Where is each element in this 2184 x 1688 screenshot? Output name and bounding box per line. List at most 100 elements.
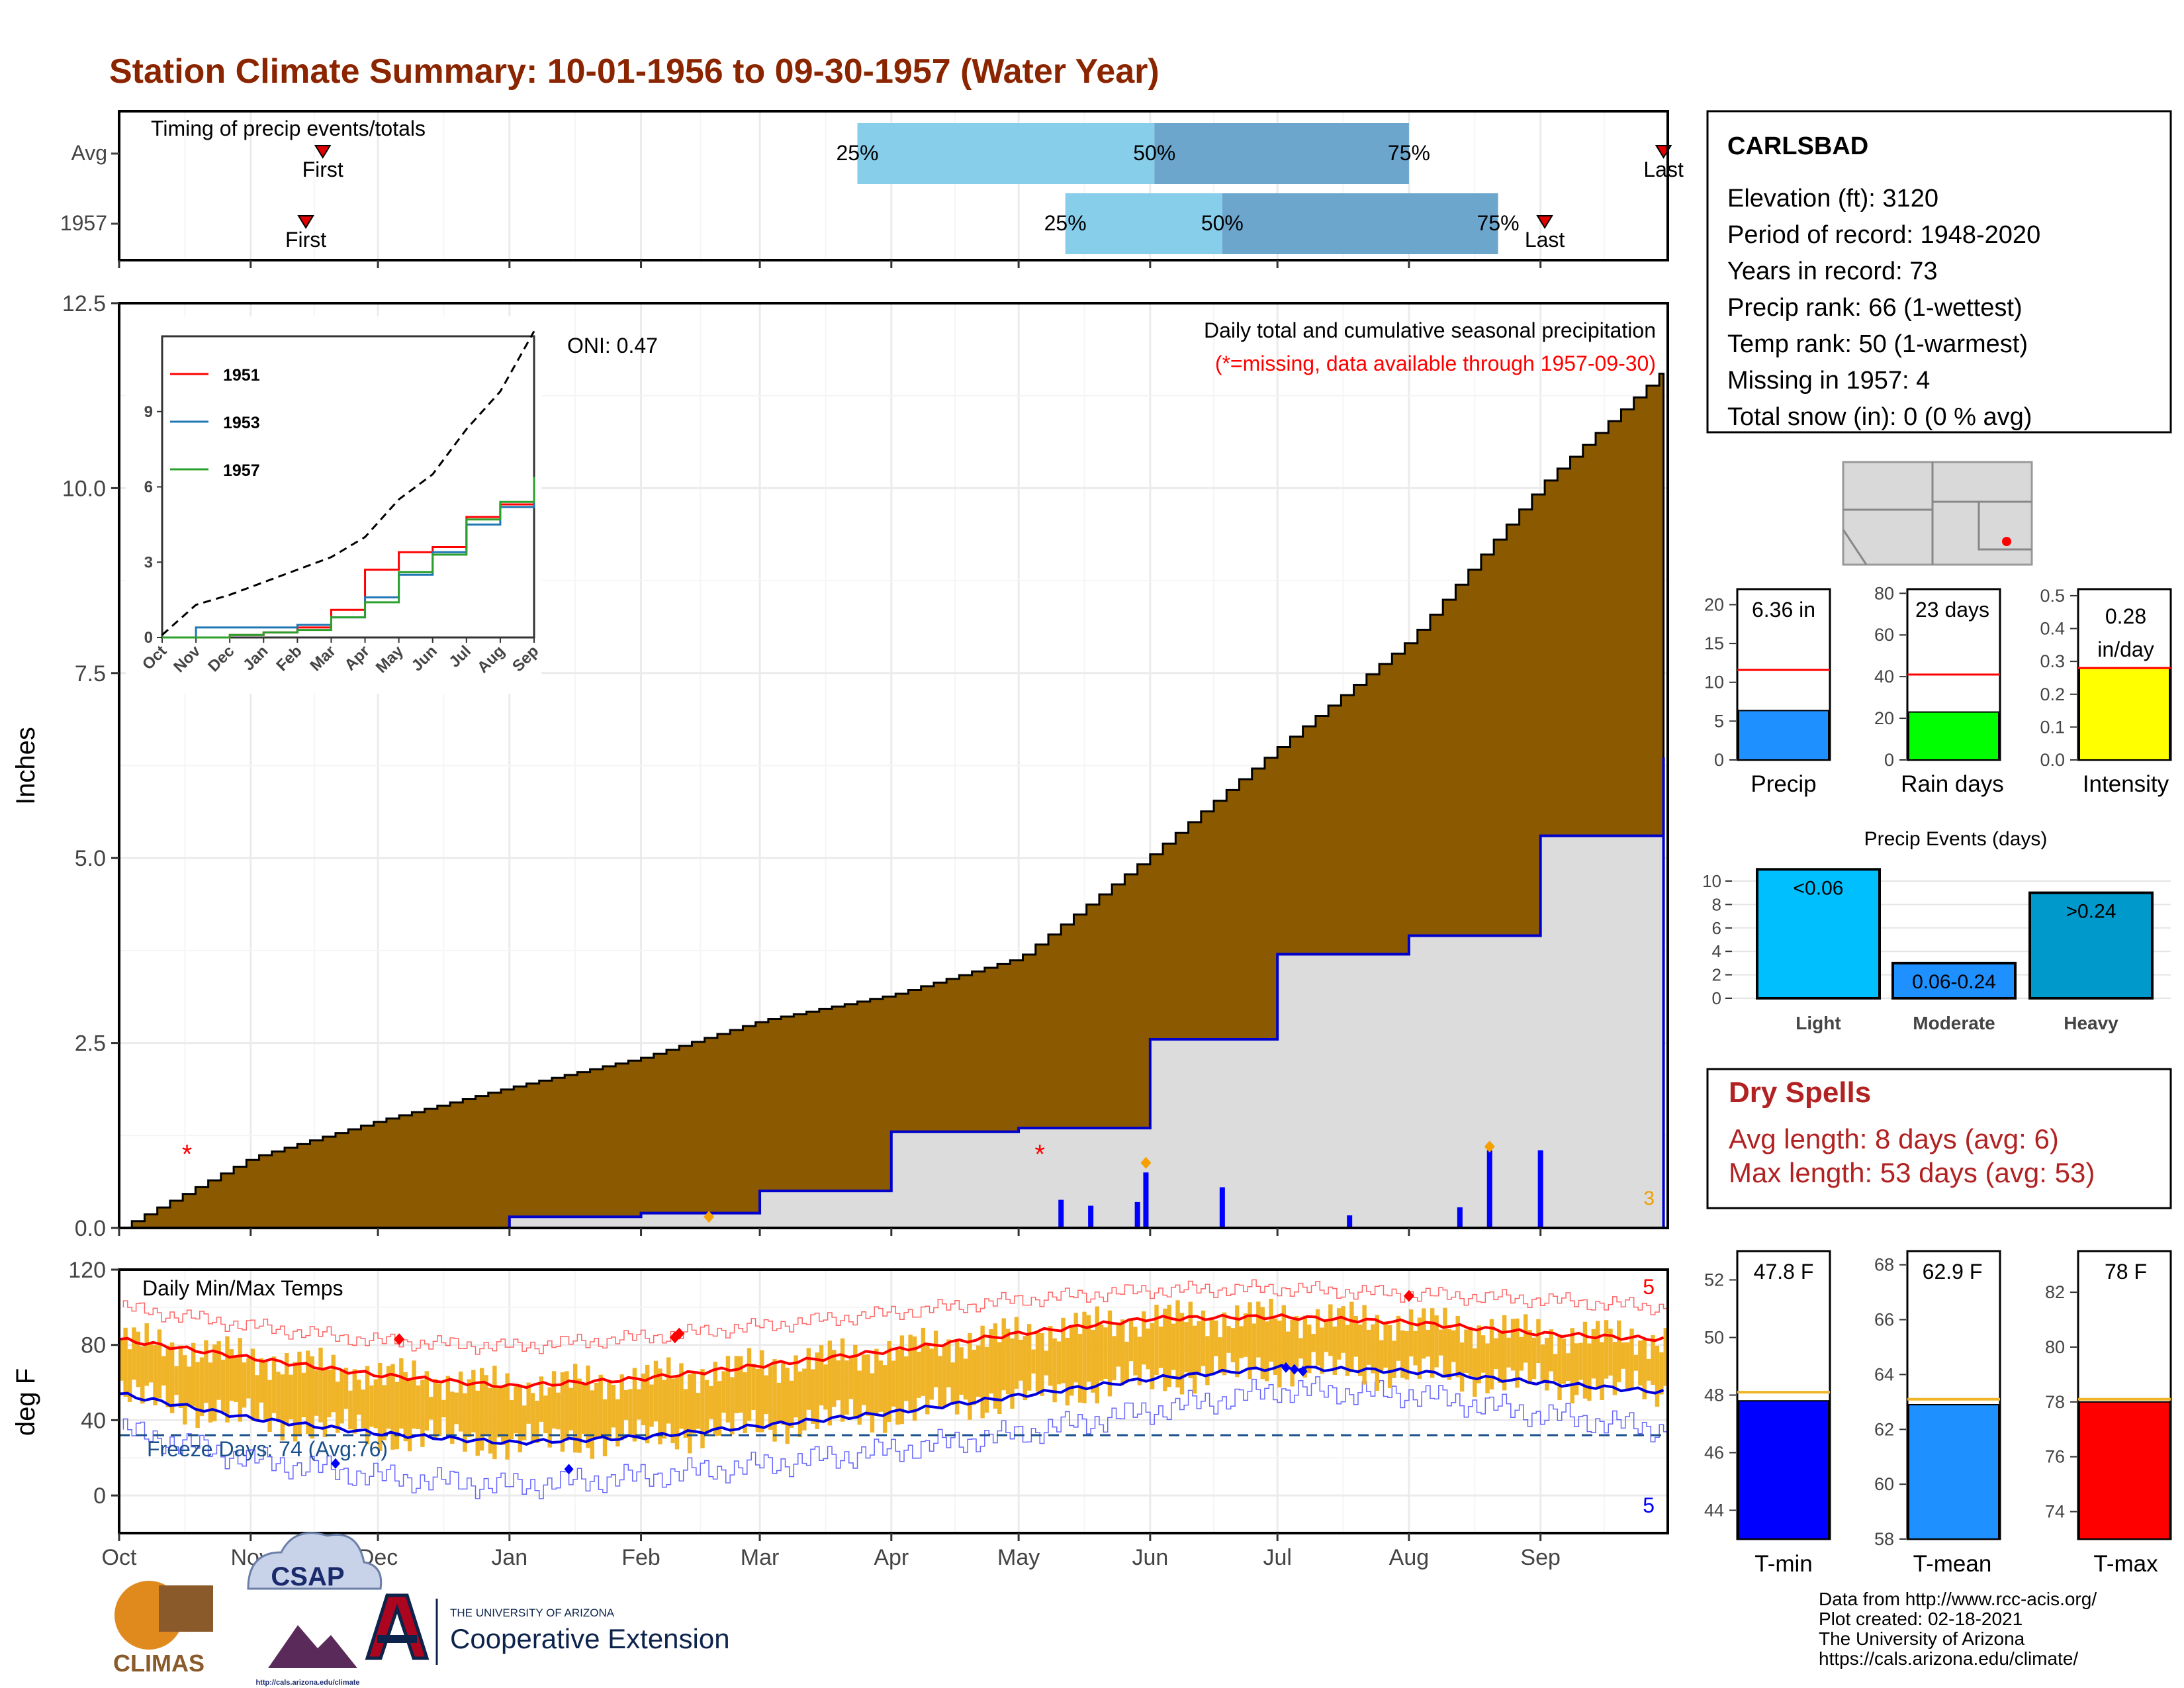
daily-temp-bar	[954, 1340, 960, 1415]
daily-precip-bar	[1486, 1150, 1492, 1228]
mini-y-tick-label: 0.2	[2040, 684, 2065, 704]
daily-temp-bar	[1646, 1358, 1651, 1381]
daily-temp-bar	[1404, 1331, 1409, 1380]
dry-spells-box: Dry Spells Avg length: 8 days (avg: 6) M…	[1706, 1068, 2172, 1209]
daily-temp-bar	[157, 1329, 162, 1399]
daily-temp-bar	[751, 1364, 756, 1411]
daily-temp-bar	[1400, 1330, 1405, 1378]
daily-temp-bar	[1188, 1301, 1193, 1379]
events-y-tick-label: 4	[1712, 941, 1721, 961]
daily-temp-bar	[1230, 1328, 1236, 1362]
daily-temp-bar	[950, 1362, 955, 1403]
daily-temp-bar	[1214, 1320, 1218, 1356]
daily-temp-bar	[1582, 1321, 1588, 1399]
mini-y-tick-label: 76	[2045, 1447, 2065, 1467]
y-tick-label: 120	[68, 1258, 106, 1283]
daily-temp-bar	[318, 1347, 323, 1423]
daily-temp-bar	[1600, 1342, 1604, 1401]
daily-temp-bar	[683, 1389, 688, 1438]
daily-temp-bar	[509, 1399, 514, 1440]
daily-temp-bar	[1239, 1326, 1244, 1358]
daily-temp-bar	[1095, 1306, 1099, 1404]
daily-temp-bar	[403, 1372, 408, 1442]
daily-temp-bar	[1494, 1338, 1498, 1370]
daily-temp-bar	[1506, 1337, 1511, 1368]
daily-temp-bar	[577, 1378, 582, 1453]
daily-temp-bar	[874, 1348, 879, 1415]
precip-label: Precip	[1751, 771, 1816, 797]
daily-temp-bar	[306, 1350, 310, 1434]
daily-precip-bars	[1058, 1150, 1543, 1228]
mini-y-tick-label: 74	[2045, 1502, 2065, 1522]
daily-temp-bar	[255, 1375, 259, 1420]
mini-y-tick-label: 0.3	[2040, 651, 2065, 671]
daily-temp-bar	[1473, 1348, 1477, 1397]
daily-temp-bar	[522, 1405, 527, 1440]
daily-temp-bar	[437, 1383, 442, 1436]
precip-count: 3	[1643, 1188, 1655, 1209]
daily-temp-bar	[514, 1386, 518, 1434]
daily-temp-bar	[204, 1340, 208, 1403]
daily-temp-bar	[891, 1360, 896, 1407]
daily-temp-bar	[310, 1356, 314, 1439]
daily-temp-bar	[997, 1342, 1002, 1415]
mini-y-tick-label: 48	[1704, 1385, 1724, 1405]
daily-temp-bar	[1298, 1338, 1303, 1359]
year-cumulative-area	[119, 757, 1665, 1229]
csap-logo-text: CSAP	[271, 1562, 344, 1591]
daily-temp-bar	[1205, 1336, 1210, 1385]
daily-temp-bar	[1408, 1309, 1414, 1357]
events-y-tick-label: 0	[1712, 988, 1721, 1008]
dry-spells-avg: Avg length: 8 days (avg: 6)	[1729, 1123, 2059, 1154]
y-tick-label: 0	[93, 1483, 106, 1509]
daily-temp-bar	[848, 1358, 854, 1399]
precip-x-ticks	[118, 1228, 1542, 1236]
daily-temp-bar	[454, 1392, 459, 1425]
daily-temp-bar	[823, 1364, 828, 1410]
daily-temp-bar	[496, 1386, 501, 1438]
daily-temp-bar	[1192, 1325, 1197, 1394]
daily-temp-bar	[1336, 1308, 1342, 1360]
daily-temp-bar	[492, 1366, 497, 1460]
daily-temp-bar	[1277, 1320, 1282, 1387]
daily-temp-bar	[1251, 1323, 1257, 1370]
record-high-marker-icon	[394, 1333, 405, 1346]
daily-temp-bar	[373, 1379, 379, 1429]
daily-temp-bar	[1044, 1350, 1048, 1376]
daily-temp-bar	[357, 1380, 361, 1415]
daily-temp-bar	[607, 1380, 612, 1440]
daily-temp-bar	[1073, 1313, 1078, 1383]
precip-panel-border	[118, 302, 1669, 1229]
daily-temp-bar	[1417, 1317, 1422, 1379]
record-marker-icon	[1140, 1156, 1152, 1169]
daily-temp-bar	[1413, 1331, 1418, 1366]
mini-y-tick-label: 0.1	[2040, 717, 2065, 737]
daily-temp-bar	[543, 1395, 548, 1434]
daily-temp-bar	[1633, 1354, 1639, 1371]
last-marker-icon	[1536, 215, 1553, 229]
record-low-marker-icon	[330, 1458, 340, 1469]
daily-temp-bar	[280, 1374, 285, 1441]
daily-temp-bar	[1019, 1339, 1023, 1381]
daily-temp-bar	[365, 1366, 370, 1444]
daily-temp-bar	[1396, 1315, 1401, 1361]
daily-temp-bar	[802, 1368, 807, 1430]
daily-temp-bar	[755, 1368, 760, 1432]
daily-temp-bar	[1311, 1334, 1316, 1352]
daily-temp-bar	[1302, 1315, 1308, 1378]
daily-temp-bar	[1328, 1304, 1333, 1356]
daily-temp-bar	[1332, 1326, 1337, 1376]
mini-y-tick-label: 0.5	[2040, 586, 2065, 606]
ua-small-text: THE UNIVERSITY OF ARIZONA	[450, 1607, 615, 1619]
daily-temp-bar	[1366, 1329, 1371, 1365]
daily-temp-bar	[1005, 1329, 1011, 1395]
inset-frame	[161, 335, 535, 639]
daily-temp-bar	[713, 1362, 717, 1436]
daily-temp-bar	[1269, 1299, 1273, 1362]
daily-temp-bar	[921, 1327, 926, 1396]
daily-temp-bar	[1031, 1349, 1036, 1374]
record-low-marker-icon	[1298, 1366, 1308, 1377]
daily-temp-bar	[140, 1346, 145, 1404]
mini-y-tick-label: 40	[1874, 667, 1894, 686]
daily-temp-bar	[810, 1369, 815, 1424]
